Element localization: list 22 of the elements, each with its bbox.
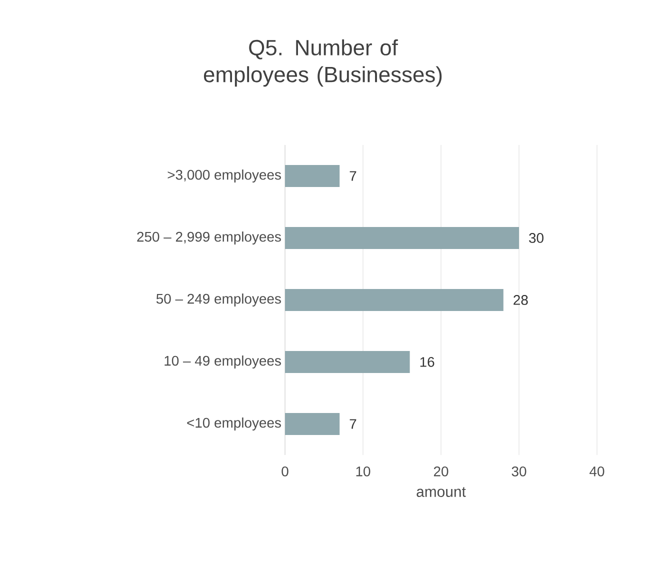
x-tick-label: 40 <box>590 466 604 476</box>
x-tick-label: 0 <box>282 466 288 476</box>
x-tick-label: 10 <box>356 466 370 476</box>
data-label: 7 <box>350 171 356 181</box>
bar <box>285 226 520 249</box>
y-tick-label: 250 – 2,999 employees <box>137 231 281 244</box>
x-tick-label: 30 <box>512 466 526 476</box>
data-label: 7 <box>350 419 356 429</box>
bar <box>285 412 340 435</box>
chart-title: Q5. Number of employees (Businesses) <box>204 39 442 87</box>
y-tick-label: <10 employees <box>187 417 281 430</box>
y-tick-label: 50 – 249 employees <box>156 293 281 306</box>
y-tick-label: >3,000 employees <box>168 169 281 182</box>
bar <box>285 164 340 187</box>
data-label: 16 <box>420 357 434 367</box>
y-tick-label: 10 – 49 employees <box>164 355 281 368</box>
data-label: 30 <box>529 233 544 243</box>
data-label: 28 <box>514 295 528 305</box>
x-tick-label: 20 <box>434 466 448 476</box>
x-axis-title: amount <box>416 487 466 497</box>
bar <box>285 350 410 373</box>
bar <box>285 288 504 311</box>
